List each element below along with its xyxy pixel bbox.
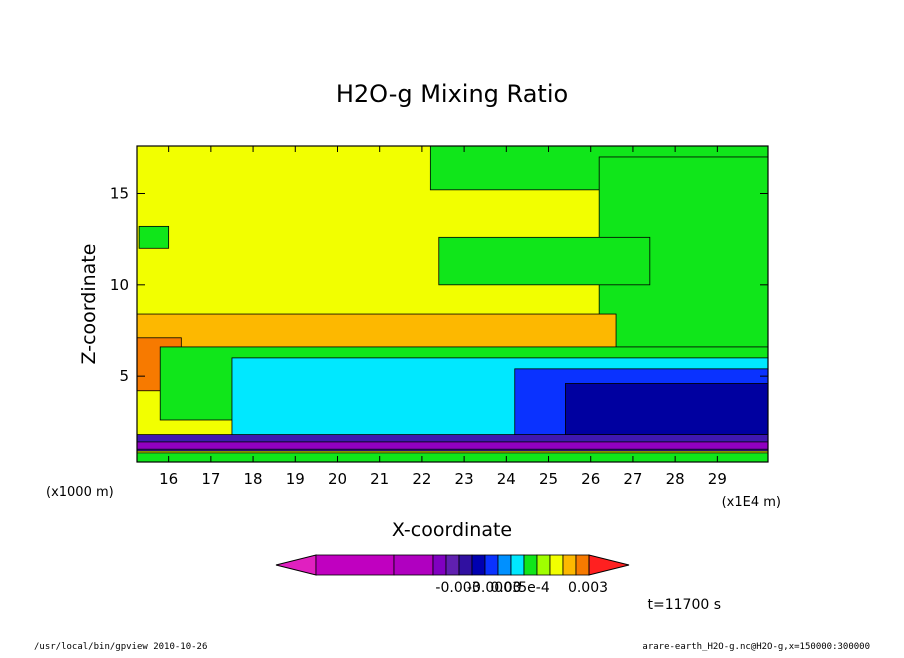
x-tick-label: 17 <box>201 470 220 488</box>
colorbar-label: 0.00 <box>490 580 521 596</box>
colorbar-swatch <box>471 554 486 576</box>
x-unit-label: (x1E4 m) <box>722 495 781 510</box>
footer-right: arare-earth_H2O-g.nc@H2O-g,x=150000:3000… <box>642 642 870 652</box>
contour-regions <box>137 146 768 462</box>
colorbar-swatch <box>393 554 434 576</box>
x-tick-label: 19 <box>286 470 305 488</box>
colorbar-swatch <box>497 554 512 576</box>
colorbar-swatch <box>562 554 577 576</box>
colorbar-swatch <box>523 554 538 576</box>
y-tick-label: 15 <box>110 184 129 202</box>
colorbar-label: -0.003 <box>435 580 480 596</box>
x-axis-label: X-coordinate <box>392 519 512 541</box>
colorbar-arrow-high <box>588 554 630 576</box>
colorbar-swatch <box>445 554 460 576</box>
x-axis: 16 17 18 19 20 21 22 23 24 25 26 27 28 29 <box>159 146 727 488</box>
colorbar-swatch <box>458 554 473 576</box>
x-tick-label: 20 <box>328 470 347 488</box>
y-axis-label: Z-coordinate <box>78 244 100 365</box>
colorbar-arrow-low <box>275 554 317 576</box>
x-tick-label: 26 <box>581 470 600 488</box>
x-tick-label: 23 <box>455 470 474 488</box>
contour-region-magenta-layer <box>137 441 768 450</box>
x-tick-label: 27 <box>623 470 642 488</box>
plot-frame <box>136 145 769 463</box>
colorbar-label: 0.003 <box>568 580 608 596</box>
footer-left: /usr/local/bin/gpview 2010-10-26 <box>34 642 208 652</box>
x-tick-label: 21 <box>370 470 389 488</box>
colorbar-swatch <box>510 554 525 576</box>
contour-region-green-left <box>138 225 170 249</box>
colorbar-label: -0.0003 <box>467 580 521 596</box>
colorbar-swatch <box>549 554 564 576</box>
y-tick-label: 10 <box>110 276 129 294</box>
time-annotation: t=11700 s <box>648 597 722 613</box>
colorbar-swatch <box>575 554 590 576</box>
contour-region-green-mid <box>438 236 651 286</box>
colorbar-swatch <box>315 554 395 576</box>
y-tick-label: 5 <box>119 367 129 385</box>
y-unit-label: (x1000 m) <box>46 485 114 500</box>
chart-title: H2O-g Mixing Ratio <box>336 80 568 108</box>
colorbar-swatch <box>536 554 551 576</box>
x-tick-label: 22 <box>412 470 431 488</box>
x-tick-label: 25 <box>539 470 558 488</box>
x-tick-label: 29 <box>708 470 727 488</box>
contour-region-surface <box>137 452 768 462</box>
x-tick-label: 28 <box>666 470 685 488</box>
colorbar-label: 5e-4 <box>518 580 550 596</box>
contour-region-navy <box>565 383 768 445</box>
x-tick-label: 24 <box>497 470 516 488</box>
colorbar-swatch <box>484 554 499 576</box>
x-tick-label: 16 <box>159 470 178 488</box>
y-axis: 5 10 15 <box>110 184 768 385</box>
colorbar-swatch <box>432 554 447 576</box>
x-tick-label: 18 <box>244 470 263 488</box>
